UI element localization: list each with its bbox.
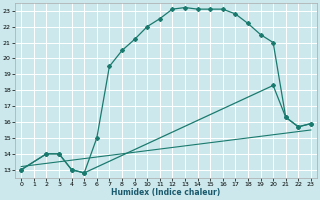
X-axis label: Humidex (Indice chaleur): Humidex (Indice chaleur) xyxy=(111,188,221,197)
